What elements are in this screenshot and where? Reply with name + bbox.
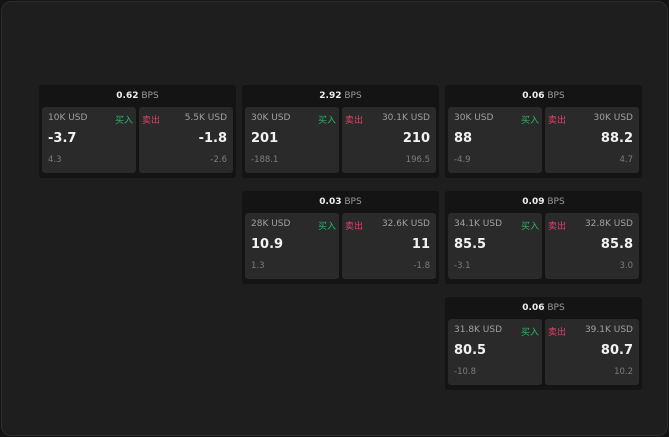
quote-column: 2.92 BPS 30K USD 买入 201 -188.1 30.1K USD… <box>242 85 439 390</box>
spread-value: 0.09 <box>522 197 545 207</box>
sell-change: 10.2 <box>614 367 633 377</box>
sell-label: 卖出 <box>548 222 567 232</box>
spread-value: 2.92 <box>319 91 342 101</box>
buy-change: -10.8 <box>454 367 476 377</box>
sell-change: 3.0 <box>619 261 633 271</box>
spread-unit: BPS <box>547 303 565 313</box>
buy-quote-cell[interactable]: 34.1K USD 买入 85.5 -3.1 <box>448 213 542 279</box>
sell-quote-cell[interactable]: 30.1K USD 卖出 210 196.5 <box>342 107 436 173</box>
buy-label: 买入 <box>520 222 539 232</box>
sell-change: -2.6 <box>210 155 227 165</box>
sell-quantity: 32.6K USD <box>381 219 430 229</box>
buy-quantity: 10K USD <box>48 113 88 123</box>
spread-value: 0.62 <box>116 91 139 101</box>
sell-quote-cell[interactable]: 32.6K USD 卖出 11 -1.8 <box>342 213 436 279</box>
buy-label: 买入 <box>317 222 336 232</box>
sell-label: 卖出 <box>142 116 161 126</box>
buy-change: -188.1 <box>251 155 279 165</box>
spread-value: 0.06 <box>522 91 545 101</box>
quote-card: 0.09 BPS 34.1K USD 买入 85.5 -3.1 32.8K US… <box>445 191 642 284</box>
buy-change: -4.9 <box>454 155 471 165</box>
quote-card: 0.03 BPS 28K USD 买入 10.9 1.3 32.6K USD 卖… <box>242 191 439 284</box>
buy-quote-cell[interactable]: 30K USD 买入 88 -4.9 <box>448 107 542 173</box>
buy-quantity: 30K USD <box>251 113 291 123</box>
buy-price: 201 <box>251 131 279 146</box>
sell-label: 卖出 <box>345 222 364 232</box>
buy-label: 买入 <box>520 328 539 338</box>
buy-quote-cell[interactable]: 28K USD 买入 10.9 1.3 <box>245 213 339 279</box>
sell-quantity: 30K USD <box>593 113 633 123</box>
spread-value: 0.03 <box>319 197 342 207</box>
quote-card: 2.92 BPS 30K USD 买入 201 -188.1 30.1K USD… <box>242 85 439 178</box>
buy-change: 1.3 <box>251 261 265 271</box>
spread-value: 0.06 <box>522 303 545 313</box>
sell-label: 卖出 <box>548 116 567 126</box>
spread-header: 0.03 BPS <box>242 191 439 213</box>
sell-quantity: 30.1K USD <box>381 113 430 123</box>
sell-price: 80.7 <box>600 343 633 358</box>
buy-label: 买入 <box>520 116 539 126</box>
spread-header: 0.06 BPS <box>445 297 642 319</box>
buy-quote-cell[interactable]: 10K USD 买入 -3.7 4.3 <box>42 107 136 173</box>
spread-unit: BPS <box>141 91 159 101</box>
buy-price: 10.9 <box>251 237 284 252</box>
quote-column: 0.62 BPS 10K USD 买入 -3.7 4.3 5.5K USD 卖出… <box>39 85 236 390</box>
buy-change: -3.1 <box>454 261 471 271</box>
buy-price: -3.7 <box>48 131 77 146</box>
spread-header: 0.62 BPS <box>39 85 236 107</box>
buy-price: 80.5 <box>454 343 487 358</box>
sell-price: 210 <box>402 131 430 146</box>
quote-card: 0.62 BPS 10K USD 买入 -3.7 4.3 5.5K USD 卖出… <box>39 85 236 178</box>
sell-label: 卖出 <box>548 328 567 338</box>
quote-column: 0.06 BPS 30K USD 买入 88 -4.9 30K USD 卖出 8… <box>445 85 642 390</box>
buy-quote-cell[interactable]: 31.8K USD 买入 80.5 -10.8 <box>448 319 542 385</box>
buy-quantity: 28K USD <box>251 219 291 229</box>
buy-quantity: 31.8K USD <box>454 325 503 335</box>
spread-unit: BPS <box>344 197 362 207</box>
quote-card: 0.06 BPS 31.8K USD 买入 80.5 -10.8 39.1K U… <box>445 297 642 390</box>
sell-quote-cell[interactable]: 30K USD 卖出 88.2 4.7 <box>545 107 639 173</box>
sell-quote-cell[interactable]: 5.5K USD 卖出 -1.8 -2.6 <box>139 107 233 173</box>
spread-unit: BPS <box>547 91 565 101</box>
buy-label: 买入 <box>114 116 133 126</box>
sell-price: 88.2 <box>600 131 633 146</box>
buy-price: 85.5 <box>454 237 487 252</box>
quote-card: 0.06 BPS 30K USD 买入 88 -4.9 30K USD 卖出 8… <box>445 85 642 178</box>
buy-quote-cell[interactable]: 30K USD 买入 201 -188.1 <box>245 107 339 173</box>
sell-price: -1.8 <box>198 131 227 146</box>
spread-unit: BPS <box>344 91 362 101</box>
sell-quantity: 32.8K USD <box>584 219 633 229</box>
sell-price: 85.8 <box>600 237 633 252</box>
sell-quantity: 39.1K USD <box>584 325 633 335</box>
sell-price: 11 <box>411 237 430 252</box>
quote-grid: 0.62 BPS 10K USD 买入 -3.7 4.3 5.5K USD 卖出… <box>39 85 642 390</box>
sell-change: 196.5 <box>405 155 430 165</box>
sell-quote-cell[interactable]: 39.1K USD 卖出 80.7 10.2 <box>545 319 639 385</box>
buy-price: 88 <box>454 131 473 146</box>
sell-quote-cell[interactable]: 32.8K USD 卖出 85.8 3.0 <box>545 213 639 279</box>
spread-header: 0.09 BPS <box>445 191 642 213</box>
sell-label: 卖出 <box>345 116 364 126</box>
sell-change: -1.8 <box>413 261 430 271</box>
buy-quantity: 30K USD <box>454 113 494 123</box>
sell-change: 4.7 <box>619 155 633 165</box>
buy-label: 买入 <box>317 116 336 126</box>
spread-header: 0.06 BPS <box>445 85 642 107</box>
buy-change: 4.3 <box>48 155 62 165</box>
sell-quantity: 5.5K USD <box>184 113 227 123</box>
buy-quantity: 34.1K USD <box>454 219 503 229</box>
spread-header: 2.92 BPS <box>242 85 439 107</box>
spread-unit: BPS <box>547 197 565 207</box>
